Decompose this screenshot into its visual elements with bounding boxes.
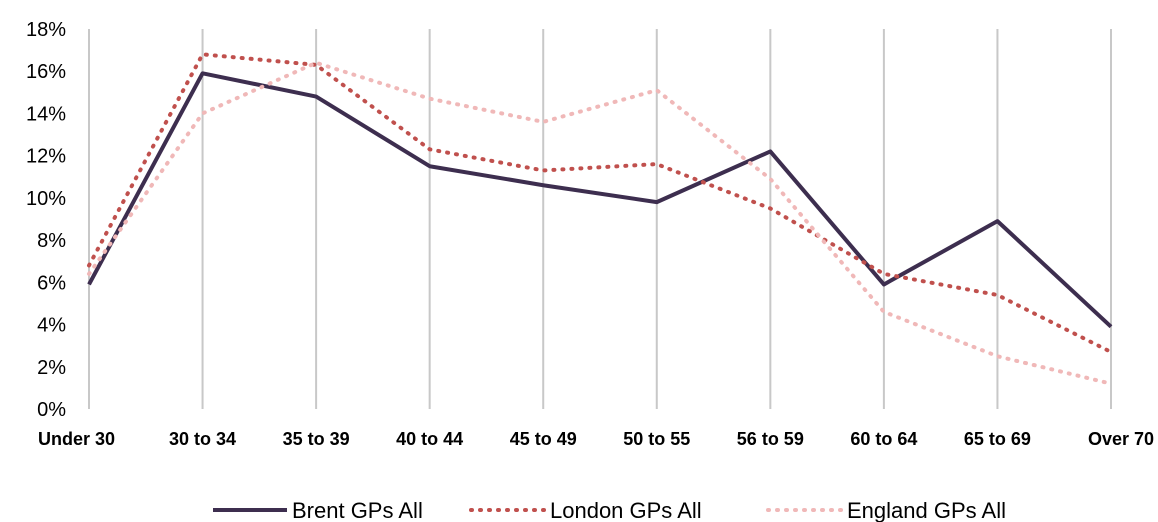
vertical-gridlines xyxy=(88,29,1112,409)
series-line-brent-gps-all xyxy=(87,71,1113,329)
y-tick-label: 4% xyxy=(37,315,66,337)
y-tick-label: 6% xyxy=(37,272,66,294)
legend-label: Brent GPs All xyxy=(292,498,423,522)
x-tick-label: 50 to 55 xyxy=(623,429,690,449)
x-tick-label: 56 to 59 xyxy=(737,429,804,449)
y-tick-label: 0% xyxy=(37,399,66,421)
y-axis-tick-labels: 0% 2% 4% 6% 8% 10% 12% 14% 16% 18% xyxy=(26,19,66,421)
x-tick-label: 60 to 64 xyxy=(850,429,917,449)
legend-label: London GPs All xyxy=(550,498,702,522)
x-tick-label: 45 to 49 xyxy=(510,429,577,449)
y-tick-label: 12% xyxy=(26,146,66,168)
legend-item-england-gps-all: England GPs All xyxy=(766,498,1006,522)
x-tick-label: 35 to 39 xyxy=(283,429,350,449)
x-axis-tick-labels: Under 30 30 to 34 35 to 39 40 to 44 45 to 49… xyxy=(38,429,1154,449)
legend-label: England GPs All xyxy=(847,498,1006,522)
legend-item-london-gps-all: London GPs All xyxy=(469,498,702,522)
legend: Brent GPs All London GPs All England GPs A… xyxy=(213,498,1006,522)
y-tick-label: 16% xyxy=(26,61,66,83)
x-tick-label: Over 70 xyxy=(1088,429,1154,449)
x-tick-label: 40 to 44 xyxy=(396,429,463,449)
y-tick-label: 2% xyxy=(37,357,66,379)
series-line-london-gps-all xyxy=(87,52,1113,354)
x-tick-label: Under 30 xyxy=(38,429,115,449)
x-tick-label: 65 to 69 xyxy=(964,429,1031,449)
y-tick-label: 10% xyxy=(26,188,66,210)
series-lines xyxy=(87,52,1113,386)
legend-item-brent-gps-all: Brent GPs All xyxy=(213,498,423,522)
x-tick-label: 30 to 34 xyxy=(169,429,236,449)
series-line-england-gps-all xyxy=(87,60,1113,386)
y-tick-label: 14% xyxy=(26,103,66,125)
y-tick-label: 18% xyxy=(26,19,66,41)
y-tick-label: 8% xyxy=(37,230,66,252)
